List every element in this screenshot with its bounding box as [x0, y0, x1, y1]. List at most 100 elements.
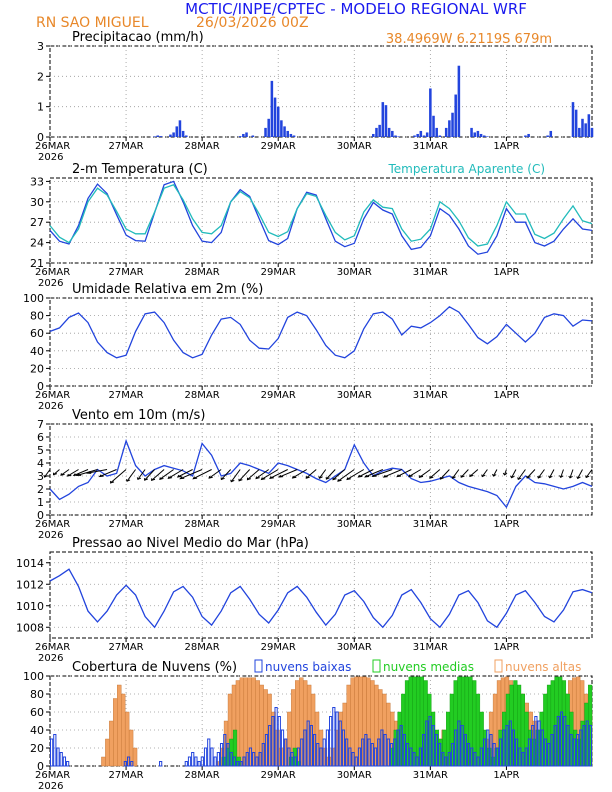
precip-bar — [444, 127, 448, 137]
panel1-xtick-label: 27MAR — [108, 141, 143, 152]
wind-arrow — [73, 469, 89, 476]
cloud-low-bar — [312, 734, 317, 767]
panel6-xtick-label: 30MAR — [337, 770, 372, 781]
cloud-low-bar — [498, 738, 503, 767]
wind-arrow-head — [269, 476, 274, 479]
cloud-low-bar — [457, 720, 461, 767]
cloud-low-bar — [515, 738, 519, 767]
cloud-high-bar — [113, 698, 118, 767]
wind-arrow — [77, 469, 98, 476]
cloud-low-bar — [200, 756, 204, 767]
precip-bar — [292, 135, 296, 137]
precip-bar — [384, 105, 388, 137]
panel6-ytick-label: 100 — [23, 670, 44, 683]
wind-arrow — [460, 469, 469, 478]
cloud-low-bar — [380, 729, 384, 767]
wind-arrow-head — [439, 476, 444, 480]
panel6-ytick-label: 0 — [37, 760, 44, 773]
cloud-low-bar — [569, 734, 573, 767]
cloud-low-bar — [242, 756, 246, 767]
cloud-low-bar — [505, 725, 509, 767]
panel6-xtick-label: 28MAR — [185, 770, 220, 781]
panel2-xtick-label: 29MAR — [261, 267, 296, 278]
precip-bar — [175, 126, 179, 137]
cloud-low-bar — [489, 734, 493, 767]
cloud-low-bar — [126, 756, 131, 767]
cloud-low-bar — [409, 747, 413, 767]
cloud-low-bar — [364, 734, 368, 767]
panel4-ytick-label: 4 — [37, 457, 44, 470]
wind-arrow-head — [517, 477, 522, 481]
wind-arrow-head — [278, 474, 284, 478]
panel2-ytick-label: 21 — [30, 257, 44, 270]
cloud-high-bar — [121, 693, 126, 767]
precip-bar — [448, 120, 451, 137]
panel3-xtick-label: 30MAR — [337, 390, 372, 401]
cloud-low-bar — [303, 729, 307, 767]
precip-bar — [470, 127, 473, 137]
wind-arrow — [481, 469, 488, 477]
panel2-ytick-label: 30 — [30, 196, 44, 209]
cloud-low-bar — [252, 752, 256, 767]
cloud-low-bar — [213, 756, 217, 767]
panel1-xtick-label: 30MAR — [337, 141, 372, 152]
panel4-ytick-label: 5 — [37, 444, 44, 457]
wind-arrow — [126, 469, 136, 482]
precip-bar — [457, 65, 461, 137]
wind-arrow — [137, 469, 146, 480]
panel1-ytick-label: 1 — [37, 101, 44, 114]
wind-arrow-head — [469, 474, 474, 478]
wind-arrow-head — [43, 474, 48, 478]
precip-bar — [375, 127, 378, 137]
wind-arrow-head — [325, 476, 330, 480]
run-label: 26/03/2026 00Z — [196, 15, 309, 31]
precip-bar — [524, 135, 527, 137]
cloud-low-bar — [531, 725, 535, 767]
precip-bar — [416, 133, 419, 137]
panel3-ytick-label: 20 — [30, 362, 44, 375]
wind-arrow — [440, 469, 450, 480]
cloud-low-bar — [325, 729, 330, 767]
cloud-low-bar — [261, 743, 265, 767]
panel3-ytick-label: 100 — [23, 292, 44, 305]
panel3-xtick-label: 1APR — [493, 390, 519, 401]
wind-arrow-head — [526, 475, 531, 479]
cloud-low-bar — [543, 738, 548, 767]
cloud-low-bar — [389, 743, 394, 767]
panel3-ytick-label: 80 — [30, 310, 44, 323]
panel2-legend: Temperatura Aparente (C) — [387, 162, 545, 176]
cloud-low-bar — [159, 761, 163, 767]
panel3-xtick-label: 27MAR — [108, 390, 143, 401]
precip-bar — [432, 115, 435, 137]
wind-arrow — [326, 469, 336, 480]
cloud-low-bar — [319, 747, 323, 767]
cloud-low-bar — [447, 752, 451, 767]
panel6-xtick-label: 1APR — [493, 770, 519, 781]
wind-arrow — [230, 469, 241, 483]
panel6-year-label: 2026 — [38, 781, 63, 792]
wind-arrow — [193, 469, 212, 480]
wind-arrow-head — [192, 476, 198, 480]
panel4-frame — [49, 423, 593, 516]
cloud-legend-swatch — [494, 659, 503, 673]
wind-arrow — [396, 469, 412, 478]
panel6-ytick-label: 60 — [30, 706, 44, 719]
cloud-low-bar — [563, 716, 567, 767]
wind-arrow — [383, 469, 403, 478]
precip-bar — [578, 127, 581, 137]
panel6-title: Cobertura de Nuvens (%) — [72, 660, 237, 675]
panel3-xtick-label: 31MAR — [413, 390, 448, 401]
cloud-low-bar — [226, 743, 230, 767]
wind-arrow — [537, 469, 545, 479]
cloud-low-bar — [482, 738, 487, 767]
panel5-ytick-label: 1010 — [16, 600, 44, 613]
precip-bar — [394, 135, 397, 137]
cloud-low-bar — [351, 752, 355, 767]
panel6-ytick-label: 40 — [30, 724, 44, 737]
panel5-xtick-label: 29MAR — [261, 642, 296, 653]
panel2-ytick-label: 33 — [30, 175, 44, 188]
panel4-ytick-label: 3 — [37, 470, 44, 483]
wind-arrow-head — [52, 472, 58, 476]
wind-arrow — [332, 469, 346, 481]
panel4-xtick-label: 27MAR — [108, 519, 143, 530]
